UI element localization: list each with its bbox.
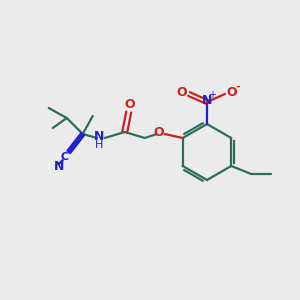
Text: N: N: [54, 160, 64, 172]
Text: O: O: [124, 98, 135, 110]
Text: N: N: [202, 94, 212, 106]
Text: O: O: [153, 127, 164, 140]
Text: O: O: [177, 85, 187, 98]
Text: -: -: [236, 82, 240, 92]
Text: N: N: [94, 130, 104, 142]
Text: C: C: [61, 152, 69, 162]
Text: O: O: [227, 85, 237, 98]
Text: H: H: [94, 140, 103, 150]
Text: +: +: [208, 90, 216, 100]
